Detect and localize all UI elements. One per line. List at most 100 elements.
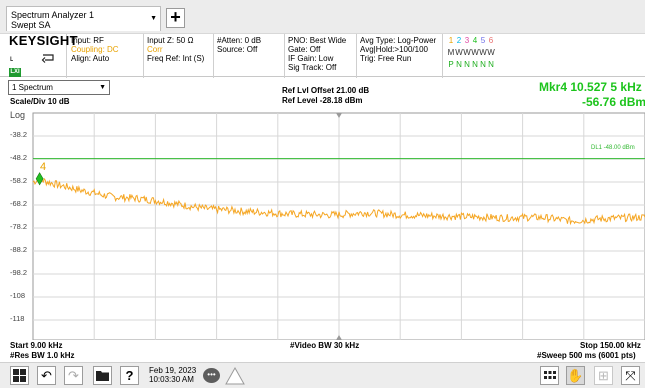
- trace-number: 2: [456, 36, 462, 45]
- corr-label: Corr: [147, 45, 163, 54]
- windows-icon[interactable]: [10, 366, 29, 385]
- trace-number: 6: [488, 36, 494, 45]
- screen-tab-mode: Swept SA: [11, 20, 51, 30]
- trace-type: W: [479, 48, 487, 57]
- y-tick-label: -68.2: [10, 199, 28, 208]
- date-label: Feb 19, 2023: [149, 366, 197, 375]
- center-top-marker: [336, 113, 342, 118]
- align-label: Align: Auto: [71, 54, 110, 63]
- y-tick-label: -88.2: [10, 245, 28, 254]
- trace-type: W: [471, 48, 479, 57]
- video-bw[interactable]: #Video BW 30 kHz: [290, 341, 360, 350]
- coupling-label: Coupling: DC: [71, 45, 119, 54]
- trace-types: MWWWWW: [447, 48, 642, 57]
- freq-ref-label: Freq Ref: Int (S): [147, 54, 205, 63]
- screen-tab-name: Spectrum Analyzer 1: [11, 10, 95, 20]
- y-tick-label: -118: [10, 314, 25, 323]
- date-time: Feb 19, 2023 10:03:30 AM: [149, 366, 196, 384]
- window-layout-icon[interactable]: ⊞: [594, 366, 613, 385]
- mode-panel[interactable]: KEYSIGHT ʟ LXI: [0, 34, 78, 78]
- return-arrow-icon[interactable]: [40, 52, 56, 64]
- trace-type: W: [463, 48, 471, 57]
- lxi-badge: LXI: [9, 68, 21, 77]
- avg-hold-label: Avg|Hold:>100/100: [360, 45, 428, 54]
- trace-number: 3: [464, 36, 470, 45]
- chevron-down-icon: ▼: [99, 84, 106, 91]
- trace-detector: N: [464, 60, 470, 69]
- scale-div-label: Scale/Div 10 dB: [10, 97, 70, 106]
- title-bar: Spectrum Analyzer 1 Swept SA ▼ +: [0, 0, 645, 33]
- message-icon[interactable]: •••: [203, 368, 220, 383]
- trace-detector: N: [488, 60, 494, 69]
- settings-panel: KEYSIGHT ʟ LXI Input: RF Coupling: DC Al…: [0, 33, 645, 78]
- stop-frequency[interactable]: Stop 150.00 kHz: [580, 341, 641, 350]
- help-icon[interactable]: ?: [120, 366, 139, 385]
- trace-number: 1: [448, 36, 454, 45]
- warning-icon[interactable]: [225, 367, 245, 385]
- center-bottom-marker: [336, 335, 342, 340]
- marker-number-label: 4: [40, 161, 47, 173]
- window-select[interactable]: 1 Spectrum ▼: [8, 80, 110, 95]
- spectrum-graticule[interactable]: [0, 110, 645, 340]
- scale-type-label: Log: [10, 110, 26, 120]
- add-screen-button[interactable]: +: [166, 8, 185, 28]
- trace-detector: N: [480, 60, 486, 69]
- time-label: 10:03:30 AM: [149, 375, 194, 384]
- sig-track-label: Sig Track: Off: [288, 63, 337, 72]
- ref-offset-label: Ref Lvl Offset 21.00 dB: [282, 86, 370, 95]
- trace-detector: N: [472, 60, 478, 69]
- grid-view-icon[interactable]: [540, 366, 559, 385]
- trace-number: 4: [472, 36, 478, 45]
- input-label: Input: RF: [71, 36, 104, 45]
- if-gain-label: IF Gain: Low: [288, 54, 334, 63]
- spectrum-plot[interactable]: Log -38.2 -48.2 -58.2 -68.2 -78.2 -88.2 …: [0, 110, 645, 340]
- marker-amplitude: -56.76 dBm: [582, 95, 645, 109]
- y-tick-label: -108: [10, 291, 26, 300]
- taskbar: ↶ ↷ ? Feb 19, 2023 10:03:30 AM ••• ✋ ⊞ ⤧: [0, 362, 645, 388]
- input-z-settings[interactable]: Input Z: 50 Ω Corr Freq Ref: Int (S): [144, 34, 214, 78]
- start-frequency[interactable]: Start 9.00 kHz: [10, 341, 63, 350]
- trace-type: M: [447, 48, 455, 57]
- screen-tab[interactable]: Spectrum Analyzer 1 Swept SA ▼: [6, 6, 161, 31]
- ref-level-label: Ref Level -28.18 dBm: [282, 96, 363, 105]
- y-tick-label: -38.2: [10, 130, 28, 139]
- undo-icon[interactable]: ↶: [37, 366, 56, 385]
- folder-icon[interactable]: [93, 366, 112, 385]
- window-select-value: 1 Spectrum: [12, 83, 53, 92]
- atten-settings[interactable]: #Atten: 0 dB Source: Off: [214, 34, 285, 78]
- mode-icon: ʟ: [10, 54, 14, 63]
- y-tick-label: -98.2: [10, 268, 28, 277]
- res-bw[interactable]: #Res BW 1.0 kHz: [10, 351, 75, 360]
- sweep-time[interactable]: #Sweep 500 ms (6001 pts): [537, 351, 636, 360]
- avg-type-label: Avg Type: Log-Power: [360, 36, 437, 45]
- avg-settings[interactable]: Avg Type: Log-Power Avg|Hold:>100/100 Tr…: [357, 34, 443, 78]
- marker-diamond: [35, 172, 44, 186]
- spectrum-trace: [32, 174, 645, 226]
- trace-type: W: [455, 48, 463, 57]
- keysight-logo: KEYSIGHT: [9, 33, 78, 48]
- redo-icon[interactable]: ↷: [64, 366, 83, 385]
- trace-type: W: [487, 48, 495, 57]
- input-z-label: Input Z: 50 Ω: [147, 36, 194, 45]
- bw-settings[interactable]: PNO: Best Wide Gate: Off IF Gain: Low Si…: [285, 34, 357, 78]
- y-tick-label: -78.2: [10, 222, 28, 231]
- y-tick-label: -48.2: [10, 153, 28, 162]
- trace-detector: P: [448, 60, 454, 69]
- atten-label: #Atten: 0 dB: [217, 36, 262, 45]
- touch-icon[interactable]: ✋: [566, 366, 585, 385]
- y-tick-label: -58.2: [10, 176, 28, 185]
- dropdown-arrow-icon[interactable]: ▼: [150, 15, 157, 22]
- gate-label: Gate: Off: [288, 45, 321, 54]
- input-settings[interactable]: Input: RF Coupling: DC Align: Auto: [68, 34, 144, 78]
- source-label: Source: Off: [217, 45, 258, 54]
- trace-detector: N: [456, 60, 462, 69]
- display-line-label: DL1 -48.00 dBm: [591, 145, 635, 151]
- pno-label: PNO: Best Wide: [288, 36, 347, 45]
- trace-number: 5: [480, 36, 486, 45]
- trig-label: Trig: Free Run: [360, 54, 412, 63]
- fullscreen-icon[interactable]: ⤧: [621, 366, 640, 385]
- marker-frequency: Mkr4 10.527 5 kHz: [539, 80, 642, 94]
